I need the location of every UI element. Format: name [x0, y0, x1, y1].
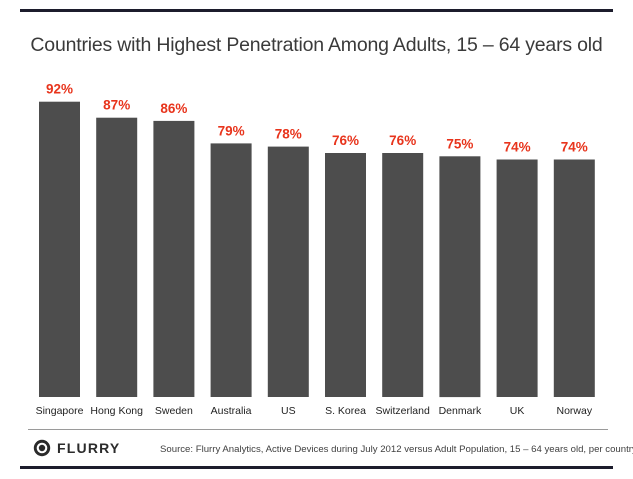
footer-divider — [28, 429, 608, 430]
chart-title: Countries with Highest Penetration Among… — [30, 34, 603, 56]
data-label: 79% — [218, 123, 245, 138]
data-label: 74% — [561, 140, 588, 155]
bar-us — [267, 146, 309, 397]
source-note: Source: Flurry Analytics, Active Devices… — [160, 444, 633, 455]
data-label: 86% — [160, 101, 187, 116]
bar-denmark — [439, 156, 481, 398]
category-label: Norway — [557, 405, 593, 417]
category-label: S. Korea — [325, 405, 366, 417]
data-label: 74% — [504, 140, 531, 155]
data-label: 75% — [446, 136, 473, 151]
bar-switzerland — [382, 153, 424, 397]
category-label: Sweden — [155, 405, 193, 417]
top-rule — [20, 9, 613, 12]
bar-s-korea — [325, 153, 366, 397]
category-label: Switzerland — [376, 405, 430, 417]
data-label: 87% — [103, 98, 130, 113]
flurry-logo: FLURRY — [33, 437, 120, 459]
data-label: 78% — [275, 127, 302, 142]
data-label: 76% — [389, 133, 416, 148]
category-label: UK — [510, 405, 525, 417]
data-label: 92% — [46, 82, 73, 97]
category-label: Hong Kong — [90, 405, 143, 417]
bar-uk — [496, 159, 538, 397]
bar-australia — [210, 143, 252, 397]
flurry-logo-icon — [33, 439, 51, 457]
bar-singapore — [39, 101, 80, 397]
category-label: Australia — [211, 405, 252, 417]
logo-text: FLURRY — [57, 440, 121, 456]
bottom-rule — [20, 466, 613, 469]
category-label: Singapore — [36, 405, 84, 417]
bar-sweden — [153, 120, 195, 398]
data-label: 76% — [332, 133, 359, 148]
category-label: Denmark — [439, 405, 482, 417]
bar-hong-kong — [96, 117, 138, 397]
category-label: US — [281, 405, 296, 417]
bar-norway — [553, 159, 595, 397]
